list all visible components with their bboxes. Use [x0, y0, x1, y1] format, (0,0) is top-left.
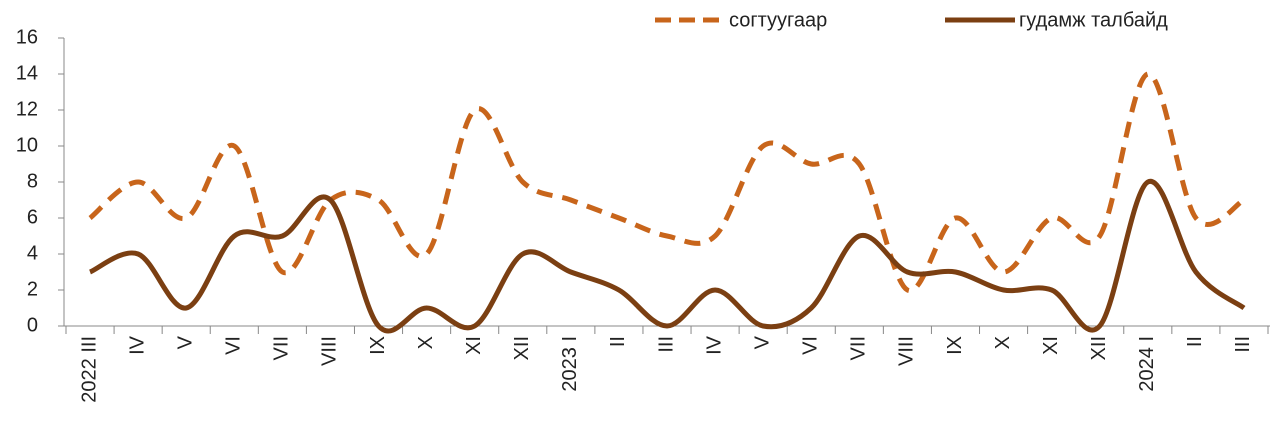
- y-tick-label: 10: [16, 134, 38, 156]
- x-tick-label: VI: [223, 336, 245, 355]
- y-tick-label: 6: [27, 206, 38, 228]
- y-tick-label: 14: [16, 62, 38, 84]
- legend-label: согтуугаар: [729, 9, 827, 31]
- x-tick-label: 2023 I: [559, 336, 581, 392]
- x-tick-label: VIII: [896, 336, 918, 366]
- x-tick-label: IV: [126, 335, 148, 355]
- y-tick-label: 8: [27, 170, 38, 192]
- series-line: [88, 71, 1246, 293]
- y-tick-label: 2: [27, 278, 38, 300]
- x-tick-label: XI: [1040, 336, 1062, 355]
- x-tick-label: VIII: [319, 336, 341, 366]
- x-tick-label: VI: [800, 336, 822, 355]
- x-tick-label: VII: [848, 336, 870, 360]
- x-tick-label: IX: [367, 336, 389, 355]
- x-tick-label: VII: [271, 336, 293, 360]
- x-tick-label: XII: [511, 336, 533, 360]
- x-tick-label: 2024 I: [1136, 336, 1158, 392]
- y-tick-label: 0: [27, 314, 38, 336]
- x-tick-label: V: [751, 335, 773, 349]
- x-tick-label: III: [655, 336, 677, 353]
- series-line: [88, 178, 1246, 334]
- x-tick-label: 2022 III: [78, 336, 100, 403]
- y-tick-label: 12: [16, 98, 38, 120]
- x-tick-label: XII: [1088, 336, 1110, 360]
- x-tick-label: IX: [944, 336, 966, 355]
- x-tick-label: XI: [463, 336, 485, 355]
- x-tick-label: III: [1232, 336, 1254, 353]
- legend-label: гудамж талбайд: [1019, 9, 1168, 31]
- y-tick-label: 4: [27, 242, 38, 264]
- x-tick-label: II: [1184, 336, 1206, 347]
- x-tick-label: X: [415, 336, 437, 349]
- y-tick-label: 16: [16, 26, 38, 48]
- x-tick-label: X: [992, 336, 1014, 349]
- x-tick-label: II: [607, 336, 629, 347]
- x-tick-label: IV: [703, 335, 725, 355]
- x-tick-label: V: [174, 335, 196, 349]
